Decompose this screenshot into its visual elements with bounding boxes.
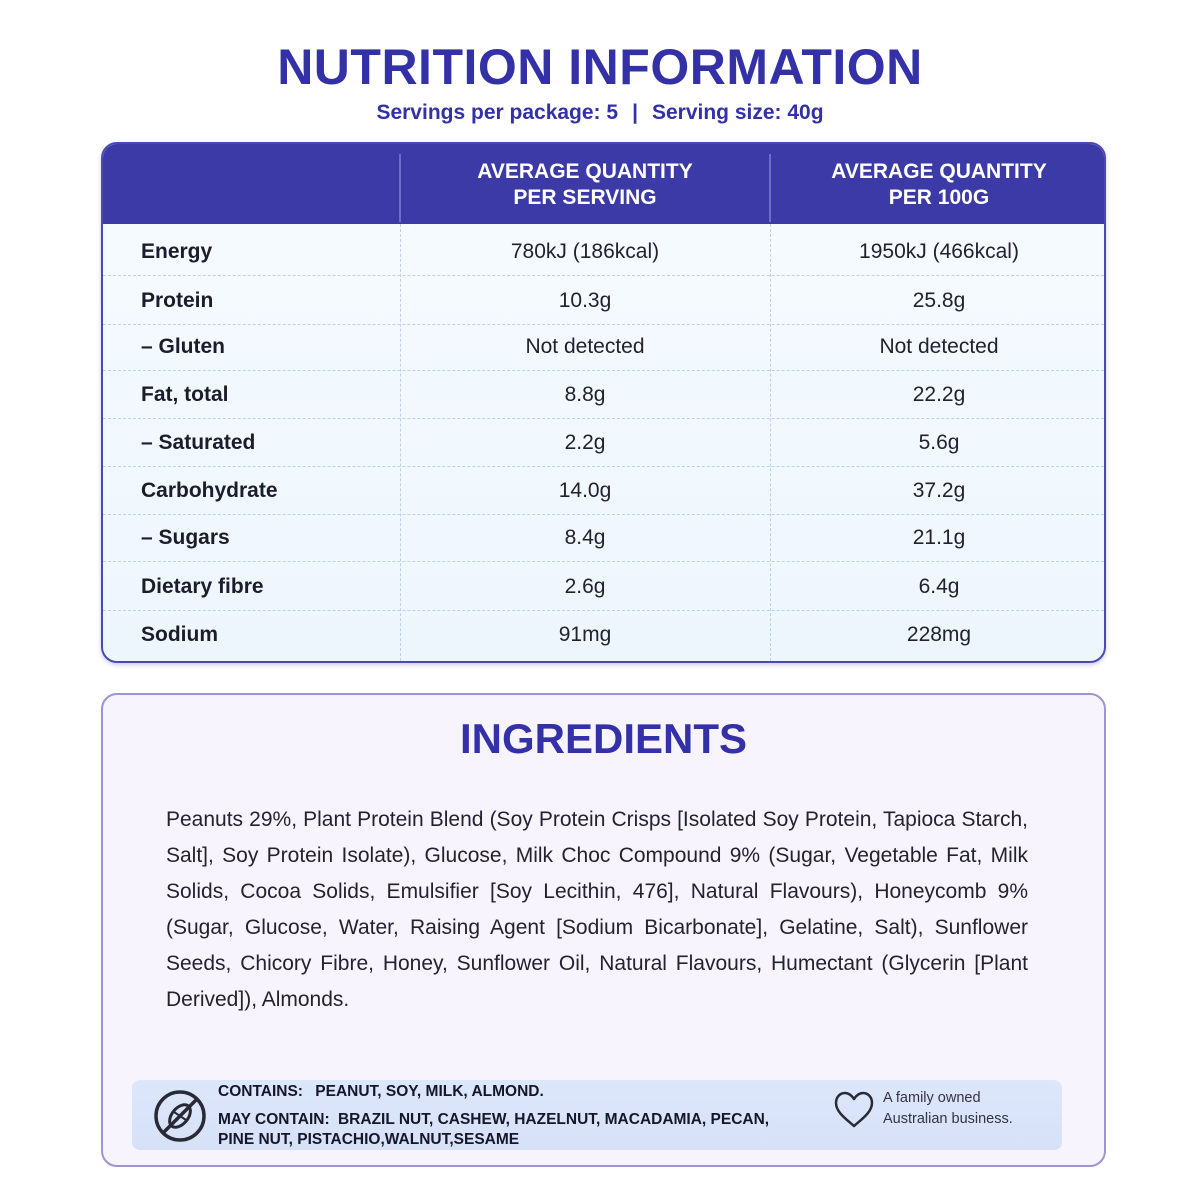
per-serving-value: 780kJ (186kcal) <box>510 240 660 263</box>
per-100g-value: Not detected <box>879 335 999 358</box>
per-serving-value: 8.8g <box>564 383 606 406</box>
per-serving-value: 14.0g <box>558 479 612 502</box>
header-divider <box>769 154 771 222</box>
table-row: Dietary fibre 2.6g 6.4g <box>103 563 1104 611</box>
nutrient-name: Energy <box>141 240 213 263</box>
may-contain-value: BRAZIL NUT, CASHEW, HAZELNUT, MACADAMIA,… <box>218 1111 770 1148</box>
table-row: – Gluten Not detected Not detected <box>103 323 1104 371</box>
per-100g-value: 228mg <box>906 623 972 646</box>
may-contain-label: MAY CONTAIN: <box>218 1111 330 1128</box>
per-serving-value: 10.3g <box>558 289 612 312</box>
no-nuts-icon <box>154 1090 206 1142</box>
per-serving-value: Not detected <box>525 335 645 358</box>
table-row: Protein 10.3g 25.8g <box>103 277 1104 325</box>
header-per-100g: AVERAGE QUANTITY PER 100G <box>831 160 1047 209</box>
nutrient-name: Carbohydrate <box>141 479 278 502</box>
per-100g-value: 5.6g <box>918 431 960 454</box>
servings-per-package: Servings per package: 5 <box>376 101 619 124</box>
serving-info: Servings per package: 5 | Serving size: 40… <box>0 101 1200 125</box>
per-serving-value: 2.6g <box>564 575 606 598</box>
nutrient-name: Sodium <box>141 623 218 646</box>
contains-label: CONTAINS: <box>218 1083 303 1100</box>
table-row: Sodium 91mg 228mg <box>103 611 1104 659</box>
family-business-text: A family owned Australian business. <box>883 1090 1013 1127</box>
table-row: Energy 780kJ (186kcal) 1950kJ (466kcal) <box>103 228 1104 276</box>
ingredients-text: Peanuts 29%, Plant Protein Blend (Soy Pr… <box>166 808 1028 1011</box>
per-100g-value: 6.4g <box>918 575 960 598</box>
nutrient-name: Dietary fibre <box>141 575 264 598</box>
per-100g-value: 21.1g <box>912 526 966 549</box>
nutrient-name: – Saturated <box>141 431 256 454</box>
per-serving-value: 8.4g <box>564 526 606 549</box>
serving-size: Serving size: 40g <box>651 101 824 124</box>
ingredients-panel: INGREDIENTS Peanuts 29%, Plant Protein B… <box>101 693 1106 1167</box>
contains-value: PEANUT, SOY, MILK, ALMOND. <box>315 1083 544 1100</box>
allergen-bar: CONTAINS: PEANUT, SOY, MILK, ALMOND. MAY… <box>132 1080 1062 1150</box>
table-row: – Saturated 2.2g 5.6g <box>103 419 1104 467</box>
page-title: NUTRITION INFORMATION <box>277 39 923 95</box>
per-serving-value: 2.2g <box>564 431 606 454</box>
header-per-serving: AVERAGE QUANTITY PER SERVING <box>477 160 693 209</box>
per-100g-value: 1950kJ (466kcal) <box>859 240 1019 263</box>
per-100g-value: 37.2g <box>912 479 966 502</box>
nutrition-table: AVERAGE QUANTITY PER SERVING AVERAGE QUA… <box>101 142 1106 663</box>
contains-line: CONTAINS: PEANUT, SOY, MILK, ALMOND. <box>218 1082 778 1102</box>
header-divider <box>399 154 401 222</box>
per-100g-value: 25.8g <box>912 289 966 312</box>
per-serving-value: 91mg <box>558 623 612 646</box>
nutrient-name: Fat, total <box>141 383 229 406</box>
ingredients-title: INGREDIENTS <box>459 715 748 762</box>
separator: | <box>632 101 638 124</box>
table-row: Carbohydrate 14.0g 37.2g <box>103 467 1104 515</box>
table-row: – Sugars 8.4g 21.1g <box>103 514 1104 562</box>
heart-icon <box>834 1091 874 1128</box>
nutrient-name: Protein <box>141 289 214 312</box>
allergen-text: CONTAINS: PEANUT, SOY, MILK, ALMOND. MAY… <box>218 1082 778 1150</box>
per-100g-value: 22.2g <box>912 383 966 406</box>
column-divider <box>770 224 771 661</box>
nutrition-table-header: AVERAGE QUANTITY PER SERVING AVERAGE QUA… <box>103 144 1104 224</box>
nutrient-name: – Sugars <box>141 526 230 549</box>
may-contain-line: MAY CONTAIN: BRAZIL NUT, CASHEW, HAZELNU… <box>218 1110 778 1150</box>
column-divider <box>400 224 401 661</box>
table-row: Fat, total 8.8g 22.2g <box>103 371 1104 419</box>
nutrient-name: – Gluten <box>141 335 226 358</box>
